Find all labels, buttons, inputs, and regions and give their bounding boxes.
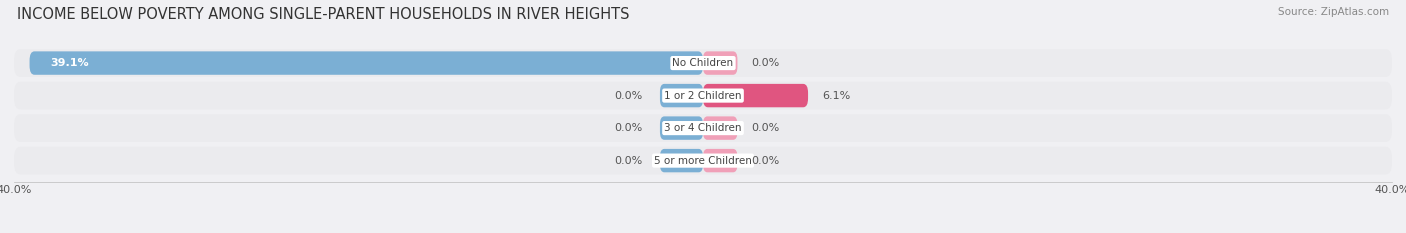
Text: 0.0%: 0.0% — [751, 58, 779, 68]
Text: 0.0%: 0.0% — [614, 123, 643, 133]
Text: 0.0%: 0.0% — [614, 156, 643, 166]
FancyBboxPatch shape — [703, 51, 738, 75]
FancyBboxPatch shape — [703, 149, 738, 172]
Text: 5 or more Children: 5 or more Children — [654, 156, 752, 166]
FancyBboxPatch shape — [14, 82, 1392, 110]
FancyBboxPatch shape — [14, 147, 1392, 175]
FancyBboxPatch shape — [14, 114, 1392, 142]
FancyBboxPatch shape — [659, 84, 703, 107]
Text: 6.1%: 6.1% — [823, 91, 851, 101]
FancyBboxPatch shape — [659, 116, 703, 140]
Text: 0.0%: 0.0% — [751, 123, 779, 133]
FancyBboxPatch shape — [703, 116, 738, 140]
Text: No Children: No Children — [672, 58, 734, 68]
Text: 3 or 4 Children: 3 or 4 Children — [664, 123, 742, 133]
FancyBboxPatch shape — [14, 49, 1392, 77]
FancyBboxPatch shape — [659, 149, 703, 172]
Text: 0.0%: 0.0% — [614, 91, 643, 101]
Text: 39.1%: 39.1% — [51, 58, 89, 68]
FancyBboxPatch shape — [30, 51, 703, 75]
Text: INCOME BELOW POVERTY AMONG SINGLE-PARENT HOUSEHOLDS IN RIVER HEIGHTS: INCOME BELOW POVERTY AMONG SINGLE-PARENT… — [17, 7, 630, 22]
Text: 1 or 2 Children: 1 or 2 Children — [664, 91, 742, 101]
Text: Source: ZipAtlas.com: Source: ZipAtlas.com — [1278, 7, 1389, 17]
FancyBboxPatch shape — [703, 84, 808, 107]
Text: 0.0%: 0.0% — [751, 156, 779, 166]
